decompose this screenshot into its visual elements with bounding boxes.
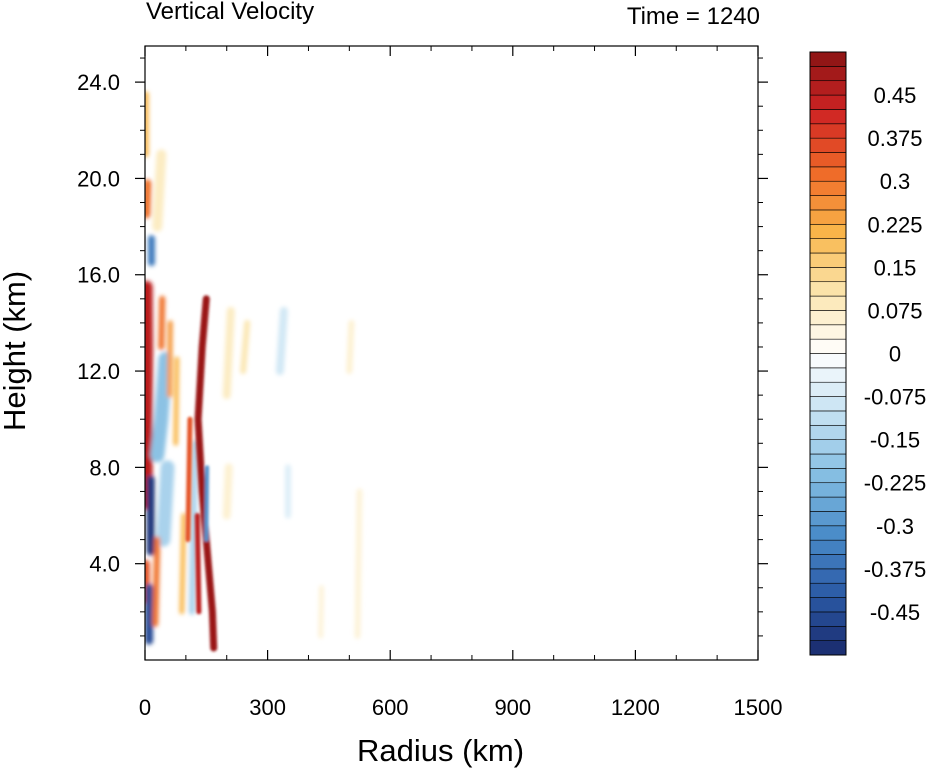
- axis-ticks: 0 300 600 900 1200 1500 4.0 8.0 12.0 16.0 20.0 24.0: [77, 46, 782, 720]
- colorbar-box: [809, 568, 847, 584]
- downdraft-mid: [150, 352, 173, 463]
- updraft-band-a: [152, 536, 161, 627]
- colorbar-box: [809, 410, 847, 426]
- colorbar-box: [809, 468, 847, 484]
- velocity-field: [145, 91, 363, 652]
- outer-weak-e: [354, 488, 363, 639]
- colorbar-box: [809, 180, 847, 196]
- outer-weak-h: [318, 585, 324, 639]
- outer-weak-b: [240, 319, 251, 375]
- x-tick-label: 600: [372, 695, 409, 720]
- y-tick-label: 12.0: [77, 359, 120, 384]
- colorbar-box: [809, 109, 847, 125]
- colorbar-label: 0.225: [867, 212, 922, 237]
- x-tick-label: 1200: [611, 695, 660, 720]
- x-tick-label: 1500: [734, 695, 783, 720]
- y-tick-label: 16.0: [77, 263, 120, 288]
- colorbar-box: [809, 439, 847, 455]
- colorbar-box: [809, 496, 847, 512]
- colorbar-box: [809, 152, 847, 168]
- colorbar-box: [809, 367, 847, 383]
- colorbar-label: 0.15: [874, 255, 917, 280]
- colorbar-box: [809, 166, 847, 182]
- colorbar-box: [809, 597, 847, 613]
- colorbar-box: [809, 582, 847, 598]
- field-soft-layer: [145, 91, 363, 645]
- y-tick-label: 20.0: [77, 166, 120, 191]
- colorbar-box: [809, 195, 847, 211]
- updraft-band-e: [179, 513, 187, 615]
- eyewall-inner-b: [185, 416, 193, 543]
- downdraft-band-b: [189, 440, 198, 615]
- colorbar-box: [809, 310, 847, 326]
- x-axis-label: Radius (km): [357, 733, 525, 768]
- eyewall-updraft: [194, 295, 218, 652]
- colorbar-box: [809, 281, 847, 297]
- colorbar-box: [809, 611, 847, 627]
- colorbar-label: 0.45: [874, 83, 917, 108]
- colorbar-box: [809, 80, 847, 96]
- updraft-band-d: [173, 356, 180, 446]
- colorbar-box: [809, 353, 847, 369]
- plot-frame: [144, 45, 759, 661]
- colorbar-box: [809, 338, 847, 354]
- colorbar-box: [809, 525, 847, 541]
- updraft-band-b: [158, 295, 166, 350]
- colorbar-label: -0.15: [870, 428, 920, 453]
- outer-weak-c: [275, 306, 288, 376]
- y-tick-label: 24.0: [77, 70, 120, 95]
- colorbar-label: -0.225: [864, 471, 926, 496]
- colorbar-label: -0.45: [870, 600, 920, 625]
- chart-title-left: Vertical Velocity: [146, 0, 315, 25]
- colorbar-box: [809, 223, 847, 239]
- chart-title-right: Time = 1240: [626, 3, 760, 30]
- updraft-upper: [145, 179, 152, 219]
- x-tick-label: 900: [494, 695, 531, 720]
- colorbar-box: [809, 539, 847, 555]
- colorbar: 0.45 0.375 0.3 0.225 0.15 0.075 0 -0.075 -0.15 -0…: [809, 51, 926, 656]
- colorbar-box: [809, 554, 847, 570]
- y-tick-label: 8.0: [89, 455, 120, 480]
- colorbar-label: -0.075: [864, 385, 926, 410]
- colorbar-box: [809, 123, 847, 139]
- colorbar-box: [809, 137, 847, 153]
- colorbar-box: [809, 381, 847, 397]
- outer-weak-a: [222, 306, 235, 400]
- colorbar-box: [809, 424, 847, 440]
- y-tick-label: 4.0: [89, 552, 120, 577]
- colorbar-label: -0.375: [864, 557, 926, 582]
- colorbar-box: [809, 640, 847, 656]
- colorbar-box: [809, 94, 847, 110]
- colorbar-label: -0.3: [876, 514, 914, 539]
- outer-weak-f: [222, 463, 233, 520]
- colorbar-box: [809, 453, 847, 469]
- colorbar-box: [809, 267, 847, 283]
- colorbar-box: [809, 238, 847, 254]
- colorbar-box: [809, 295, 847, 311]
- weak-updraft-top: [152, 149, 167, 232]
- colorbar-label: 0.075: [867, 298, 922, 323]
- colorbar-label: 0: [889, 342, 901, 367]
- colorbar-box: [809, 252, 847, 268]
- colorbar-box: [809, 625, 847, 641]
- colorbar-box: [809, 209, 847, 225]
- outer-weak-d: [346, 319, 355, 375]
- eyewall-downdraft: [204, 465, 210, 542]
- x-tick-label: 300: [249, 695, 286, 720]
- colorbar-box: [809, 66, 847, 82]
- colorbar-label: 0.3: [880, 169, 911, 194]
- colorbar-label: 0.375: [867, 126, 922, 151]
- eyewall-inner-a: [194, 513, 202, 615]
- colorbar-box: [809, 511, 847, 527]
- colorbar-box: [809, 396, 847, 412]
- colorbar-box: [809, 482, 847, 498]
- x-tick-label: 0: [139, 695, 151, 720]
- colorbar-box: [809, 51, 847, 67]
- colorbar-frame: [809, 51, 847, 656]
- downdraft-band: [156, 460, 175, 547]
- field-sharp-layer: [185, 295, 218, 652]
- colorbar-box: [809, 324, 847, 340]
- updraft-band-c: [167, 320, 173, 398]
